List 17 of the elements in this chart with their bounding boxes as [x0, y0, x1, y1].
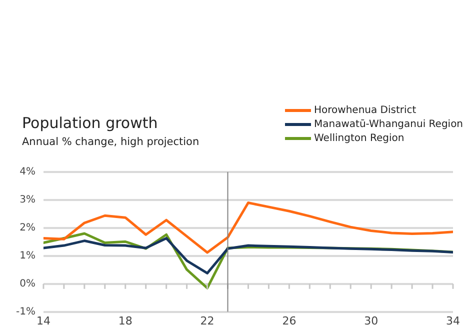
y-tick-label: 1% [20, 250, 36, 262]
x-tick-label: 30 [364, 314, 378, 328]
y-tick-label: 3% [20, 194, 36, 206]
legend-label: Manawatū-Whanganui Region [314, 118, 464, 130]
chart-title: Population growth [22, 114, 158, 132]
y-tick-label: -1% [16, 306, 36, 318]
x-tick-label: 14 [36, 314, 50, 328]
y-tick-label: 2% [20, 222, 36, 234]
x-tick-label: 18 [118, 314, 132, 328]
y-tick-label: 4% [20, 166, 36, 178]
x-tick-label: 26 [282, 314, 296, 328]
chart-subtitle: Annual % change, high projection [22, 136, 200, 148]
x-tick-label: 34 [446, 314, 460, 328]
x-tick-label: 22 [200, 314, 214, 328]
y-tick-label: 0% [20, 278, 36, 290]
legend-label: Wellington Region [314, 132, 404, 144]
legend-label: Horowhenua District [314, 104, 416, 116]
